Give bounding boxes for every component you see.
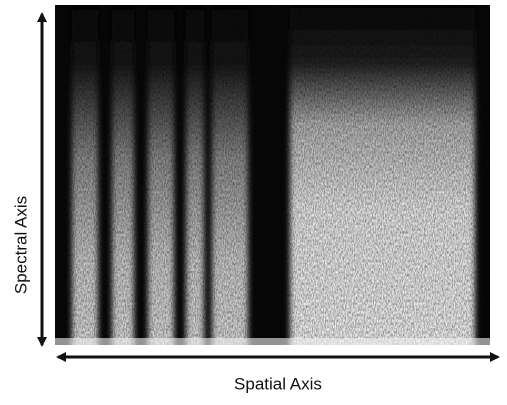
spectral-image: [55, 5, 490, 345]
spectral-axis-label: Spectral Axis: [11, 196, 30, 294]
spatial-axis-label: Spatial Axis: [234, 374, 322, 393]
